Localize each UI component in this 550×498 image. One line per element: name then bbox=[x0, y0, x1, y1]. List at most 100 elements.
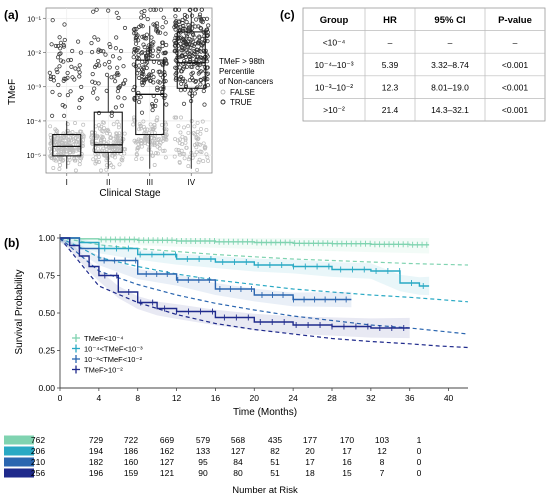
a-point-true bbox=[155, 87, 160, 93]
b-survival-curve bbox=[60, 237, 410, 329]
a-point-true bbox=[144, 32, 149, 37]
a-point-false bbox=[137, 122, 142, 127]
risk-count: 0 bbox=[417, 468, 422, 478]
a-box bbox=[52, 133, 82, 157]
a-point-true bbox=[151, 80, 156, 85]
a-point-true bbox=[198, 69, 204, 74]
risk-count: 722 bbox=[124, 435, 138, 445]
a-point-false bbox=[201, 141, 206, 146]
a-point-true bbox=[140, 34, 145, 39]
a-point-false bbox=[96, 123, 101, 128]
a-point-false bbox=[95, 134, 100, 139]
a-point-true bbox=[139, 71, 144, 76]
a-point-true bbox=[122, 25, 128, 30]
a-point-false bbox=[163, 155, 168, 160]
a-point-false bbox=[164, 133, 169, 137]
hr-table-cell: <10⁻⁴ bbox=[323, 37, 346, 47]
a-point-true bbox=[189, 72, 194, 77]
a-point-true bbox=[66, 58, 71, 63]
a-point-false bbox=[155, 138, 160, 142]
a-point-true bbox=[176, 19, 181, 24]
a-point-false bbox=[105, 155, 110, 160]
a-point-true bbox=[92, 35, 97, 40]
a-point-false bbox=[108, 136, 113, 141]
a-point-false bbox=[74, 139, 79, 144]
risk-count: 121 bbox=[160, 468, 174, 478]
b-y-tick-label: 0.75 bbox=[38, 271, 55, 281]
a-point-false bbox=[113, 155, 117, 160]
a-point-false bbox=[182, 125, 186, 130]
a-point-true bbox=[180, 78, 185, 83]
a-point-false bbox=[109, 163, 114, 168]
b-reference-curve bbox=[59, 237, 469, 349]
a-point-false bbox=[138, 141, 143, 146]
hr-table-cell: >10⁻² bbox=[323, 105, 345, 115]
a-point-false bbox=[117, 162, 122, 167]
a-point-true bbox=[142, 78, 147, 83]
a-point-false bbox=[70, 130, 75, 135]
a-point-true bbox=[179, 69, 184, 74]
risk-count: 160 bbox=[124, 457, 138, 467]
risk-count: 579 bbox=[196, 435, 210, 445]
risk-row-color-swatch bbox=[4, 468, 34, 478]
a-point-true bbox=[94, 7, 99, 12]
a-point-true bbox=[154, 26, 159, 31]
a-point-true bbox=[89, 41, 94, 46]
a-point-true bbox=[189, 38, 194, 43]
risk-count: 0 bbox=[417, 457, 422, 467]
a-point-true bbox=[90, 72, 95, 77]
a-point-true bbox=[49, 42, 54, 47]
a-point-false bbox=[73, 168, 78, 173]
a-point-true bbox=[57, 35, 62, 40]
risk-count: 182 bbox=[89, 457, 103, 467]
risk-table-title: Number at Risk bbox=[232, 485, 298, 496]
risk-count: 82 bbox=[270, 446, 280, 456]
b-y-tick-label: 0.25 bbox=[38, 346, 55, 356]
a-point-true bbox=[157, 46, 162, 52]
hr-table-header: HR bbox=[383, 15, 397, 26]
b-x-axis-label: Time (Months) bbox=[233, 407, 297, 418]
a-point-true bbox=[140, 82, 145, 88]
a-point-false bbox=[150, 142, 155, 147]
a-point-false bbox=[91, 157, 96, 162]
a-point-true bbox=[163, 20, 168, 25]
a-point-false bbox=[61, 131, 66, 136]
a-point-true bbox=[198, 77, 203, 82]
b-y-tick-label: 1.00 bbox=[38, 233, 55, 243]
a-legend: TMeF > 98th Percentile of Non-cancers FA… bbox=[219, 57, 273, 107]
a-point-true bbox=[187, 60, 192, 65]
b-legend-label: TMeF<10⁻⁴ bbox=[84, 334, 124, 343]
hr-table-header: P-value bbox=[498, 15, 532, 26]
a-point-false bbox=[106, 140, 111, 145]
a-point-true bbox=[62, 22, 67, 27]
a-point-true bbox=[174, 24, 179, 29]
a-point-true bbox=[140, 77, 145, 83]
b-x-tick-label: 20 bbox=[250, 393, 260, 403]
a-point-true bbox=[119, 103, 124, 108]
a-point-true bbox=[116, 95, 121, 100]
a-point-true bbox=[200, 20, 205, 25]
hr-table-cell: – bbox=[388, 37, 393, 47]
a-point-true bbox=[90, 50, 95, 55]
a-y-tick-label: 10⁻² bbox=[27, 51, 41, 58]
a-point-true bbox=[55, 70, 60, 75]
a-point-true bbox=[48, 74, 53, 79]
a-point-true bbox=[113, 105, 118, 110]
a-point-false bbox=[194, 150, 199, 155]
a-point-true bbox=[104, 72, 110, 77]
a-point-true bbox=[158, 72, 163, 77]
a-point-true bbox=[139, 15, 144, 20]
a-point-false bbox=[176, 148, 181, 153]
a-point-true bbox=[78, 50, 83, 55]
a-point-true bbox=[96, 47, 101, 52]
a-point-false bbox=[172, 115, 177, 120]
a-point-true bbox=[161, 51, 166, 56]
a-point-true bbox=[179, 54, 184, 59]
a-point-true bbox=[50, 113, 55, 118]
a-point-true bbox=[196, 24, 201, 29]
a-point-false bbox=[122, 151, 127, 156]
a-point-false bbox=[179, 115, 183, 120]
a-point-false bbox=[72, 156, 77, 161]
a-point-true bbox=[141, 65, 146, 70]
a-point-false bbox=[145, 127, 150, 132]
